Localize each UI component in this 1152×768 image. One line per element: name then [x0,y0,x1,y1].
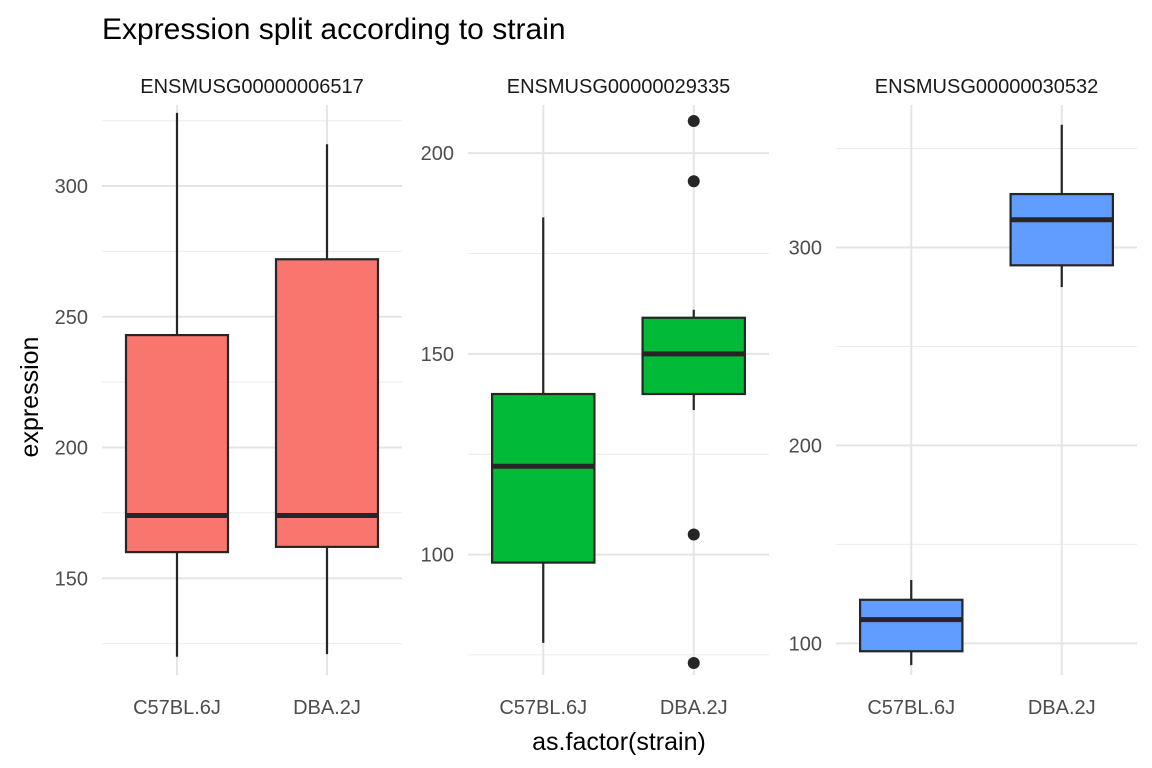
facet-panel-1: ENSMUSG00000006517 150 200 250 300 C57BL.6J DB… [55,76,402,719]
y-tick-label: 300 [789,238,822,260]
y-tick-label: 150 [421,344,454,366]
facet-panel-3: ENSMUSG00000030532 100 200 300 C57BL.6J DBA.2… [789,76,1137,719]
chart-title: Expression split according to strain [102,13,566,46]
iqr-box [274,258,380,548]
iqr-box [490,392,596,564]
facet-strip-label: ENSMUSG00000030532 [875,76,1098,98]
y-tick-label: 100 [789,633,822,655]
box-DBA.2J [641,115,747,669]
outlier-point [687,175,700,188]
x-tick-label: DBA.2J [293,697,361,719]
y-tick-label: 150 [55,568,88,590]
facet-strip-label: ENSMUSG00000006517 [140,76,363,98]
box-C57BL.6J [490,217,596,643]
box-C57BL.6J [124,112,230,657]
y-tick-label: 100 [421,545,454,567]
box-DBA.2J [1009,124,1115,288]
iqr-box [124,333,230,554]
facet-panel-2: ENSMUSG00000029335 100 150 200 C57BL.6J DBA.2… [421,76,769,719]
box-C57BL.6J [858,580,964,666]
x-tick-label: DBA.2J [660,697,728,719]
x-axis-title: as.factor(strain) [532,728,706,756]
x-tick-label: C57BL.6J [867,697,955,719]
x-tick-label: DBA.2J [1028,697,1096,719]
y-tick-label: 200 [421,143,454,165]
outlier-point [687,656,700,669]
box-DBA.2J [274,144,380,655]
iqr-box [1009,192,1115,267]
outlier-point [687,528,700,541]
x-tick-label: C57BL.6J [133,697,221,719]
facet-panels: ENSMUSG00000006517 150 200 250 300 C57BL.6J DB… [55,76,1137,719]
y-tick-label: 300 [55,176,88,198]
outlier-point [687,115,700,128]
facet-strip-label: ENSMUSG00000029335 [507,76,730,98]
y-tick-label: 200 [789,435,822,457]
y-axis-title: expression [16,337,44,458]
iqr-box [858,598,964,653]
y-tick-label: 250 [55,307,88,329]
x-tick-label: C57BL.6J [499,697,587,719]
y-tick-label: 200 [55,438,88,460]
